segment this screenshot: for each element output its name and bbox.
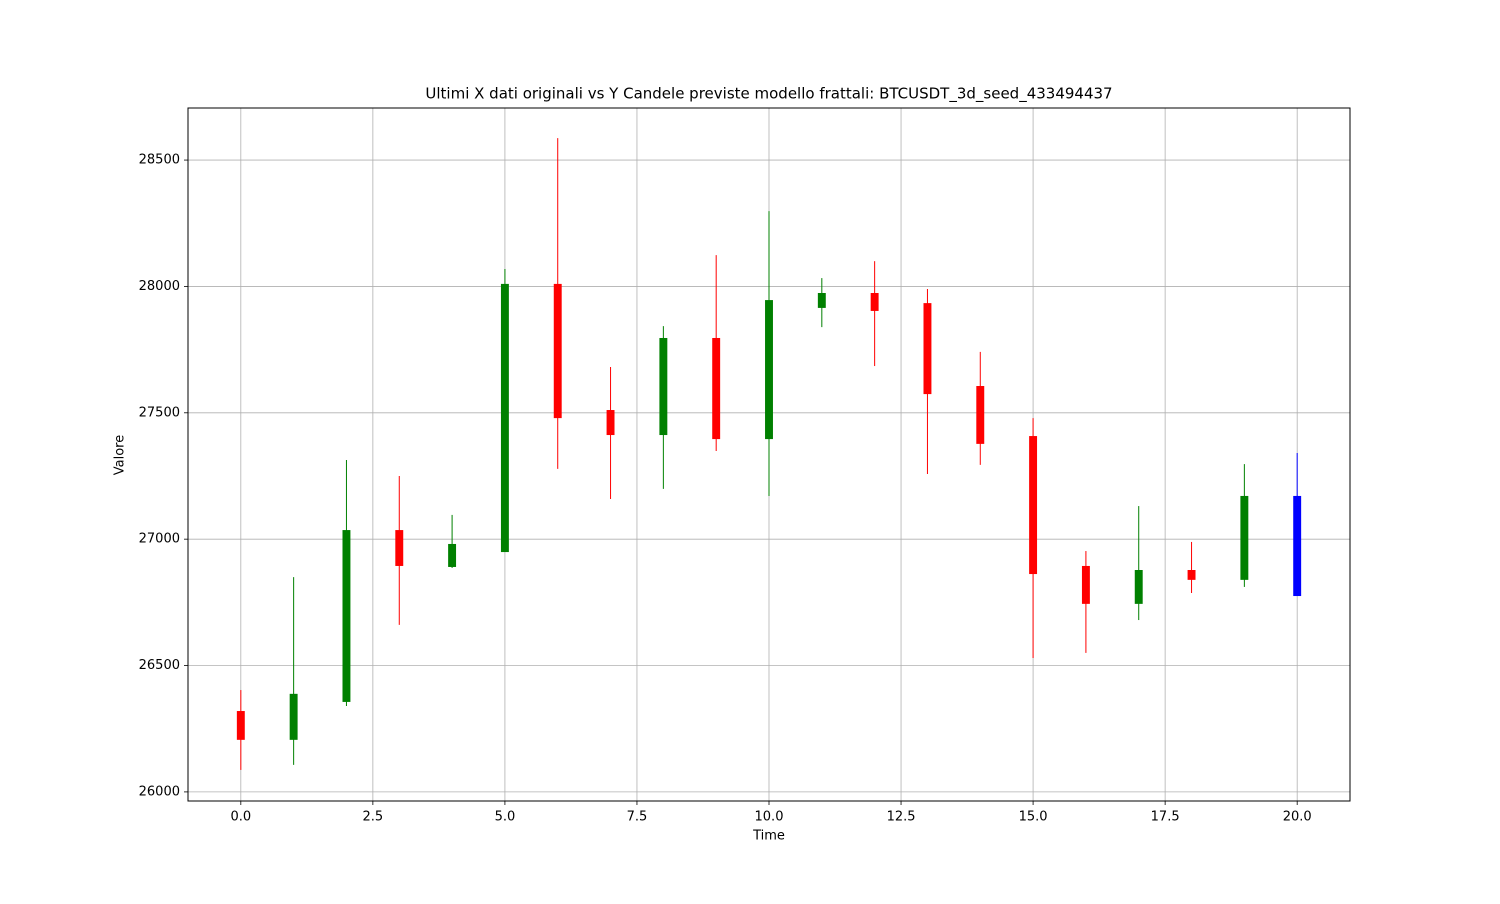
candle-body bbox=[1187, 570, 1196, 580]
candle-body bbox=[1293, 495, 1302, 597]
candle-body bbox=[342, 530, 351, 702]
candle-body bbox=[395, 530, 404, 566]
candle-body bbox=[1029, 436, 1038, 575]
candle-body bbox=[448, 543, 457, 567]
candle-body bbox=[976, 386, 985, 444]
x-tick-label: 5.0 bbox=[495, 810, 516, 825]
plot-frame bbox=[187, 107, 1351, 802]
candle-body bbox=[500, 283, 509, 553]
x-tick-label: 7.5 bbox=[627, 810, 648, 825]
candle-body bbox=[1240, 495, 1249, 580]
candle-body bbox=[553, 283, 562, 419]
y-tick-label: 26000 bbox=[139, 784, 180, 799]
x-tick-label: 20.0 bbox=[1283, 810, 1312, 825]
candle-body bbox=[870, 293, 879, 311]
x-tick-label: 2.5 bbox=[363, 810, 384, 825]
candle-body bbox=[1134, 570, 1143, 604]
y-tick-label: 27000 bbox=[139, 532, 180, 547]
candle-body bbox=[289, 693, 298, 740]
x-tick-label: 15.0 bbox=[1019, 810, 1048, 825]
x-tick-label: 10.0 bbox=[755, 810, 784, 825]
candle-body bbox=[236, 711, 245, 740]
y-tick-label: 27500 bbox=[139, 405, 180, 420]
candle-body bbox=[1081, 565, 1090, 604]
chart-title: Ultimi X dati originali vs Y Candele pre… bbox=[425, 85, 1112, 104]
x-tick-label: 17.5 bbox=[1151, 810, 1180, 825]
x-tick-label: 0.0 bbox=[230, 810, 251, 825]
x-axis-label: Time bbox=[752, 829, 785, 844]
candle-body bbox=[765, 300, 773, 440]
candle-body bbox=[712, 337, 721, 440]
candle-body bbox=[606, 410, 615, 436]
candle-body bbox=[923, 303, 932, 395]
candle-body bbox=[659, 337, 668, 436]
x-tick-label: 12.5 bbox=[887, 810, 916, 825]
y-tick-label: 28000 bbox=[139, 279, 180, 294]
candle-body bbox=[817, 293, 826, 308]
y-tick-label: 26500 bbox=[139, 658, 180, 673]
y-axis-label: Valore bbox=[113, 435, 128, 475]
y-tick-label: 28500 bbox=[139, 153, 180, 168]
